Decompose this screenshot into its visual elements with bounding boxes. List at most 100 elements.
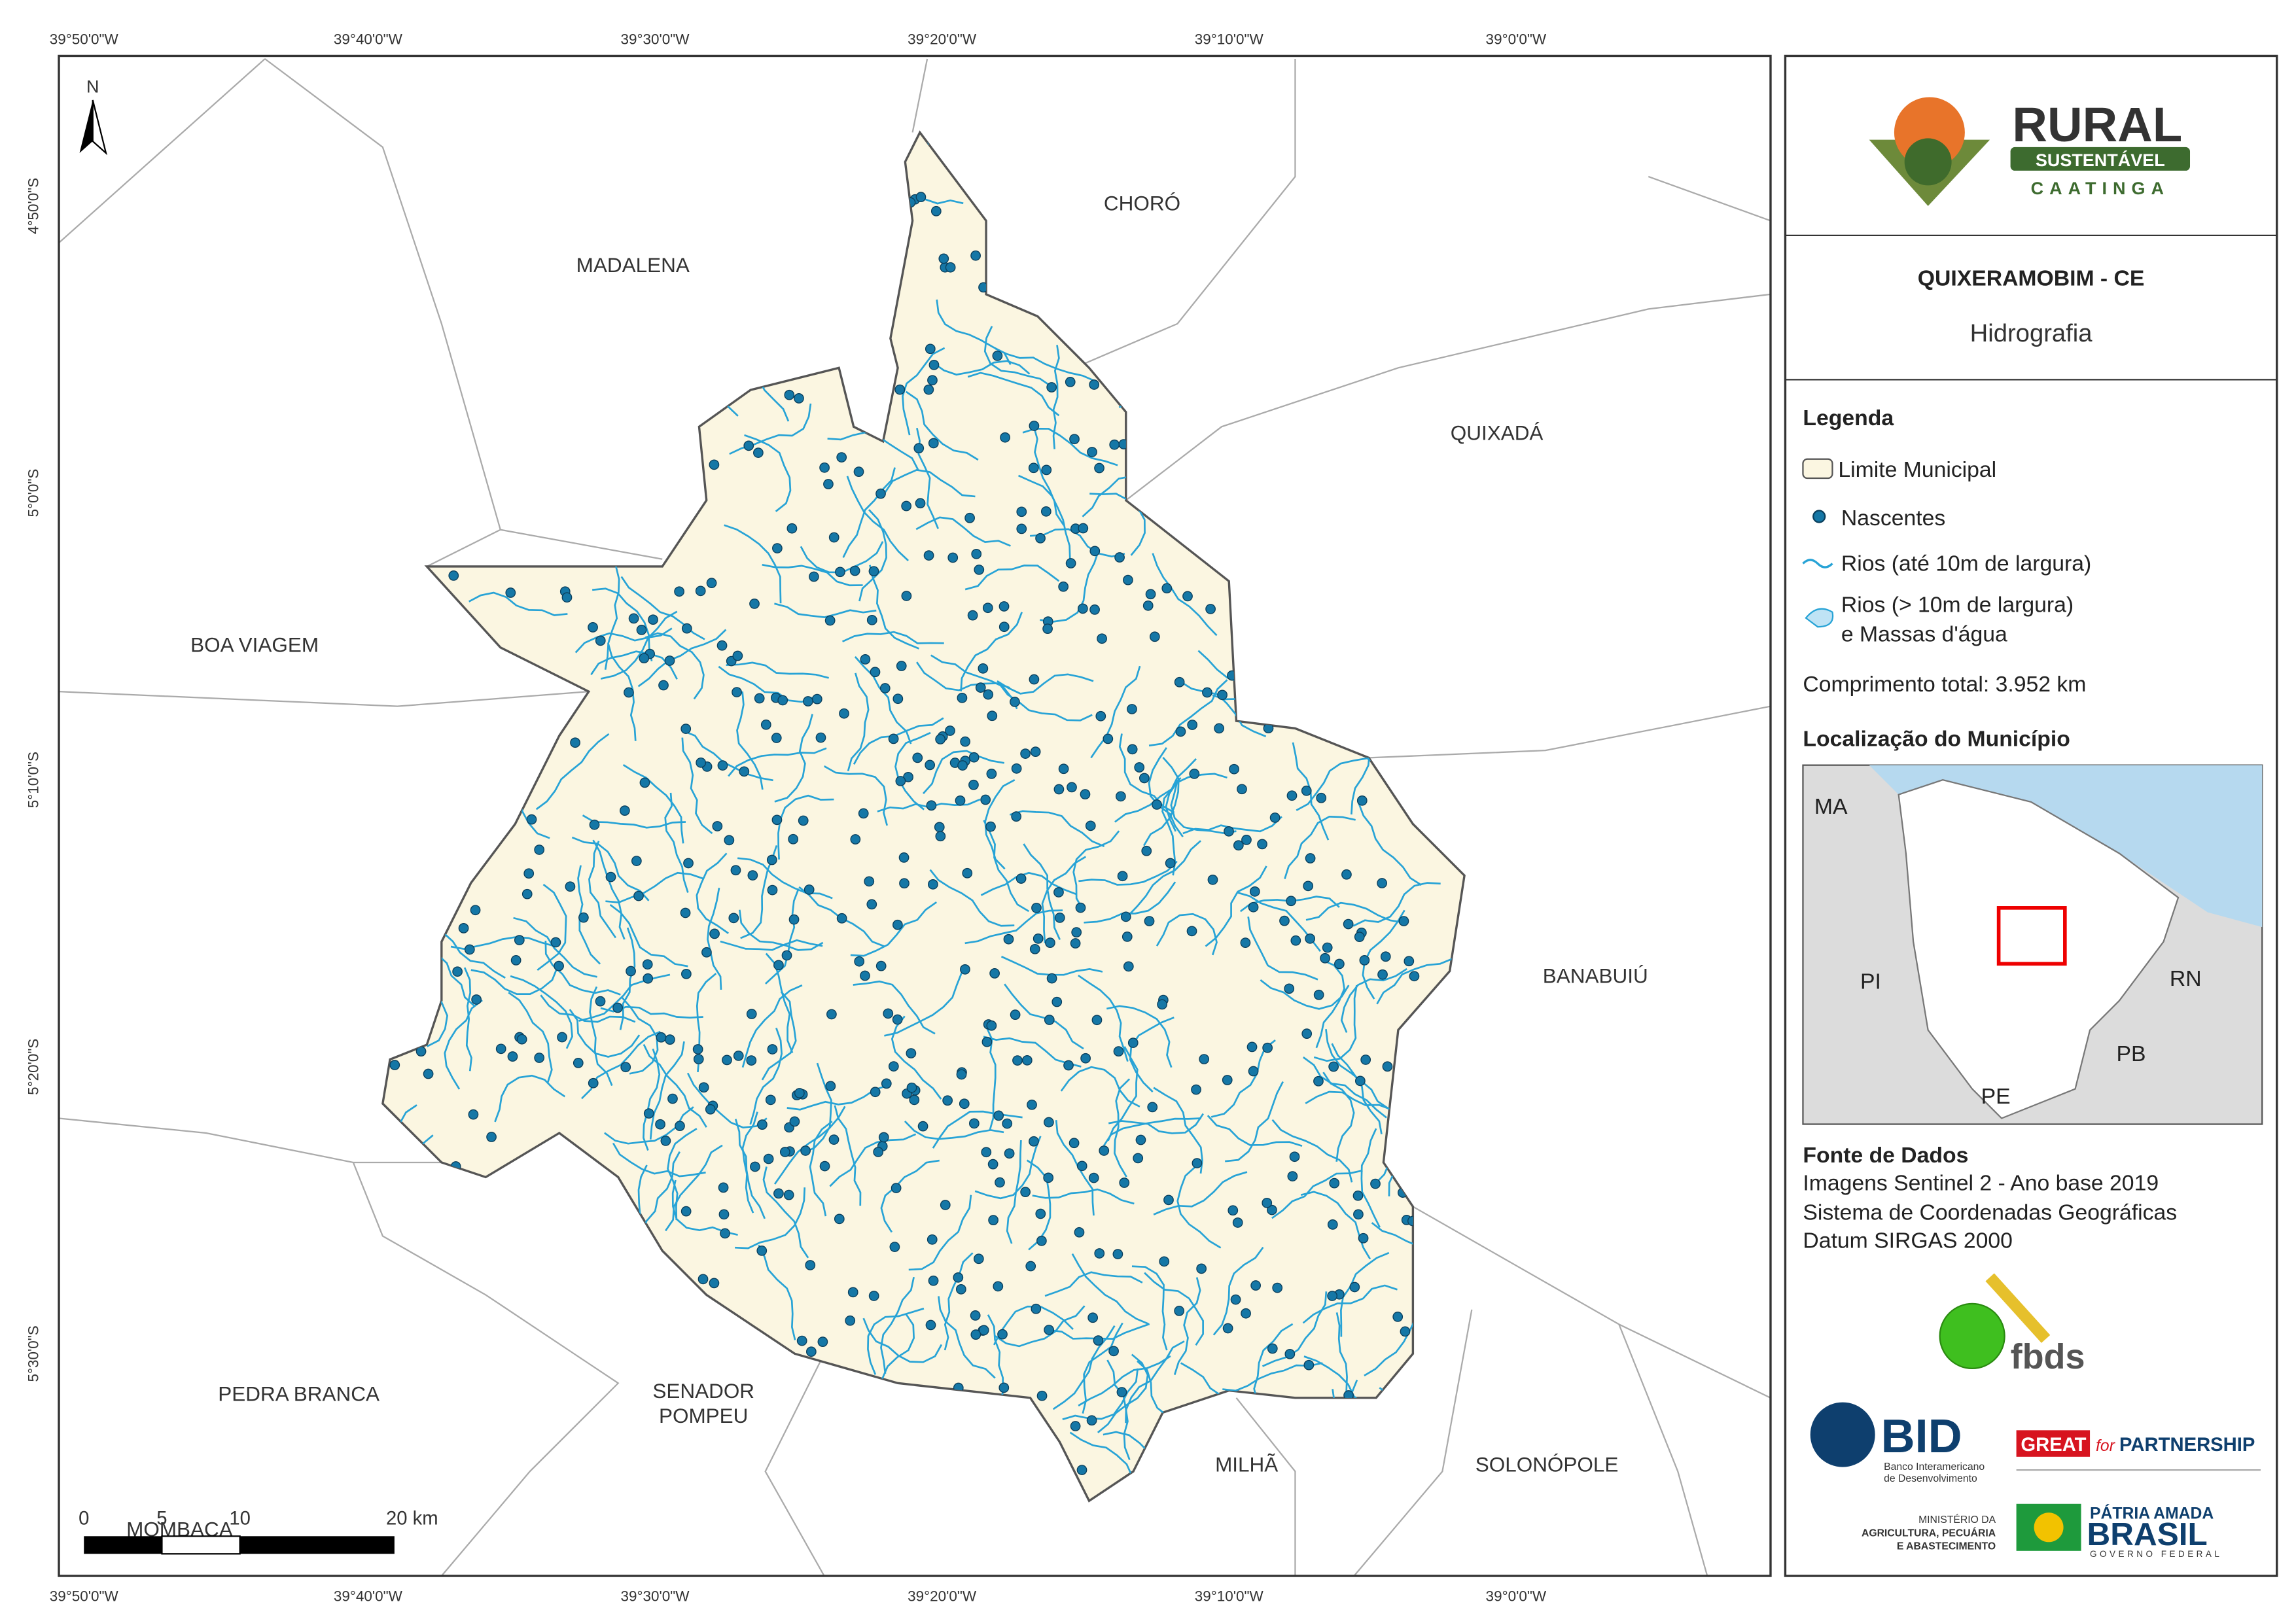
spring — [935, 734, 945, 744]
spring — [730, 865, 741, 876]
spring — [927, 1234, 938, 1245]
river — [463, 967, 472, 1072]
spring — [847, 1287, 858, 1298]
spring — [777, 695, 788, 706]
place-label: MADALENA — [576, 253, 690, 277]
river — [884, 972, 963, 1037]
river — [1153, 1087, 1203, 1174]
ministry-text: E ABASTECIMENTO — [1897, 1541, 1996, 1552]
spring — [870, 667, 881, 678]
spring — [998, 601, 1010, 612]
river — [637, 629, 727, 688]
spring — [746, 1055, 757, 1066]
river — [540, 994, 636, 1023]
spring — [892, 1014, 903, 1025]
spring — [925, 759, 936, 771]
spring — [631, 856, 642, 866]
river — [908, 1195, 972, 1271]
spring — [510, 955, 521, 966]
river — [1127, 840, 1201, 916]
source-line: Imagens Sentinel 2 - Ano base 2019 — [1803, 1171, 2159, 1196]
spring — [389, 1060, 400, 1070]
river — [983, 326, 1052, 387]
spring — [763, 1153, 774, 1164]
spring — [1404, 956, 1415, 967]
scale-label: 10 — [229, 1508, 251, 1529]
spring — [1067, 782, 1077, 793]
spring — [588, 1077, 599, 1089]
spring — [767, 884, 778, 896]
spring — [925, 343, 936, 355]
spring — [1035, 1208, 1046, 1219]
north-label: N — [86, 77, 99, 97]
grid-label: 39°10'0"W — [1195, 31, 1264, 47]
spring — [1070, 938, 1081, 949]
spring — [1020, 1187, 1031, 1198]
spring — [706, 578, 717, 589]
spring — [809, 571, 819, 582]
river — [916, 661, 1010, 691]
spring — [935, 831, 946, 842]
spring — [970, 250, 981, 261]
spring — [1174, 676, 1185, 688]
spring — [507, 1051, 518, 1062]
river — [592, 587, 653, 661]
spring — [957, 692, 968, 703]
river — [508, 992, 553, 1083]
spring — [940, 1200, 951, 1210]
spring — [746, 1009, 757, 1019]
spring — [839, 708, 849, 719]
river — [1212, 1246, 1264, 1336]
river — [1313, 985, 1358, 1062]
spring — [819, 1161, 830, 1172]
spring — [605, 871, 616, 882]
spring — [1069, 1138, 1080, 1149]
spring — [1091, 1015, 1103, 1026]
river — [847, 672, 870, 772]
spring — [1248, 901, 1259, 913]
spring — [1045, 937, 1055, 949]
spring — [849, 565, 860, 576]
spring — [766, 854, 777, 865]
spring — [1069, 434, 1080, 445]
spring — [917, 1121, 928, 1132]
river — [1161, 777, 1182, 876]
spring — [817, 1336, 828, 1348]
spring — [1046, 973, 1057, 984]
river — [944, 1252, 974, 1351]
place-label: SOLONÓPOLE — [1475, 1452, 1619, 1476]
river — [1106, 1359, 1131, 1461]
spring — [1051, 996, 1063, 1007]
spring — [550, 937, 561, 948]
spring — [1113, 1046, 1124, 1057]
spring — [1192, 1158, 1203, 1168]
river — [1260, 979, 1350, 1010]
spring — [1016, 873, 1027, 884]
spring — [1202, 687, 1212, 698]
river — [823, 765, 889, 826]
spring — [1207, 874, 1218, 885]
river — [964, 565, 1060, 591]
river — [1325, 1029, 1390, 1109]
river — [1322, 1072, 1355, 1162]
logo-band — [2010, 147, 2191, 171]
spring — [1139, 773, 1150, 784]
river — [758, 1244, 796, 1340]
river — [938, 1296, 996, 1379]
river — [997, 673, 1094, 695]
river — [880, 1276, 915, 1374]
ministry-text: MINISTÉRIO DA — [1918, 1513, 1996, 1526]
spring — [655, 1119, 665, 1130]
spring — [1163, 1195, 1174, 1206]
spring — [717, 760, 728, 771]
spring — [1248, 1066, 1259, 1077]
spring — [927, 375, 938, 386]
side-panel — [1784, 54, 2278, 1577]
spring — [495, 1043, 506, 1055]
spring — [557, 1032, 567, 1043]
spring — [767, 1044, 778, 1055]
river — [1271, 1119, 1353, 1183]
spring — [1010, 1009, 1021, 1021]
river — [444, 1000, 483, 1090]
river — [671, 1179, 738, 1236]
